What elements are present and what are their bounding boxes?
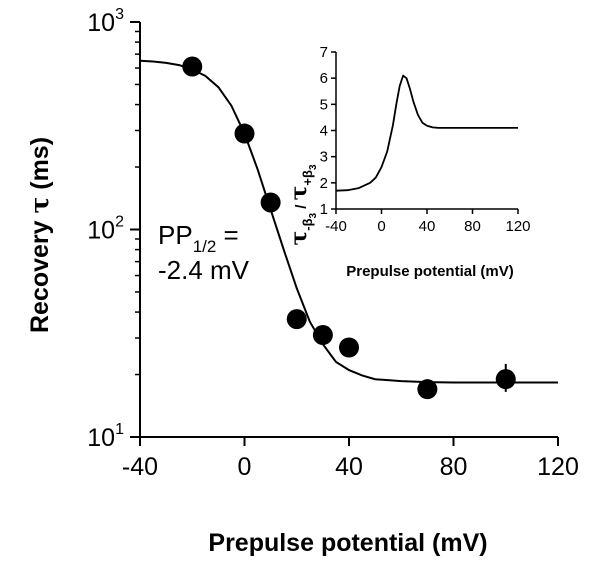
- inset-x-tick-label: -40: [325, 218, 347, 235]
- y-axis-title: Recovery τ (ms): [25, 137, 54, 333]
- data-point: [417, 379, 438, 400]
- data-point: [286, 309, 307, 330]
- inset-x-tick-label: 0: [377, 218, 385, 235]
- inset-y-tick-label: 3: [320, 149, 328, 166]
- fit-curve: [139, 59, 558, 384]
- inset-x-tick-label: 80: [464, 218, 481, 235]
- inset-y-tick-label: 5: [320, 96, 328, 113]
- pp-half-annotation: PP1/2 =: [158, 220, 239, 256]
- data-point: [182, 56, 203, 77]
- data-point: [234, 123, 255, 144]
- x-tick-label: 0: [238, 453, 252, 481]
- x-tick-label: -40: [122, 453, 158, 481]
- inset-y-tick-label: 1: [320, 201, 328, 218]
- data-point: [260, 192, 281, 213]
- inset-plot: 1 2 3 4 5 6 7 -40 0 40 80 120: [320, 44, 531, 235]
- pp-half-value: -2.4 mV: [158, 255, 250, 285]
- data-point: [339, 337, 359, 358]
- inset-curve: [335, 74, 518, 192]
- inset-y-axis-title: τ-β3 / τ+β3: [286, 164, 319, 246]
- x-tick-label: 80: [440, 453, 468, 481]
- x-axis-title: Prepulse potential (mV): [208, 529, 487, 557]
- inset-y-tick-label: 7: [320, 44, 328, 61]
- y-tick-label: 101: [87, 421, 124, 452]
- y-tick-label: 103: [87, 6, 124, 37]
- inset-y-tick-label: 4: [320, 123, 328, 140]
- inset-x-axis-title: Prepulse potential (mV): [346, 263, 514, 280]
- inset-x-tick-label: 40: [419, 218, 436, 235]
- data-point: [495, 369, 516, 390]
- data-point: [312, 325, 333, 346]
- inset-y-tick-label: 6: [320, 70, 328, 87]
- x-tick-label: 120: [537, 453, 579, 481]
- y-tick-label: 102: [87, 214, 124, 245]
- inset-x-tick-label: 120: [505, 218, 530, 235]
- inset-y-tick-label: 2: [320, 175, 328, 192]
- x-tick-label: 40: [335, 453, 363, 481]
